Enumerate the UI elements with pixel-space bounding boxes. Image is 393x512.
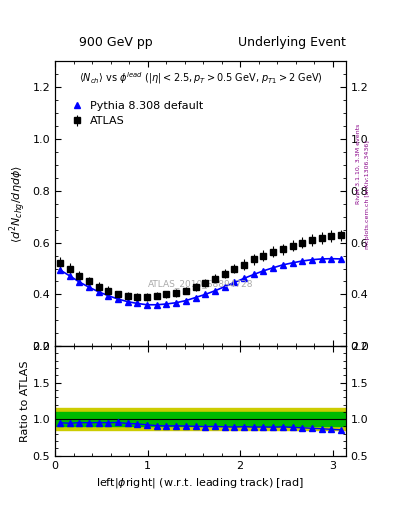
Y-axis label: $\langle d^2 N_{chg}/d\eta d\phi \rangle$: $\langle d^2 N_{chg}/d\eta d\phi \rangle… (7, 165, 28, 243)
Pythia 8.308 default (116, 296, 120, 302)
Pythia 8.308 default (145, 302, 149, 308)
Pythia 8.308 default (329, 255, 334, 262)
Pythia 8.308 default (290, 260, 295, 266)
Text: Rivet 3.1.10, 3.3M events: Rivet 3.1.10, 3.3M events (356, 124, 361, 204)
Pythia 8.308 default (154, 302, 159, 308)
Pythia 8.308 default (96, 289, 101, 295)
Pythia 8.308 default (106, 293, 111, 299)
Pythia 8.308 default (203, 291, 208, 297)
Text: mcplots.cern.ch [arXiv:1306.3436]: mcplots.cern.ch [arXiv:1306.3436] (365, 140, 370, 249)
Pythia 8.308 default (125, 298, 130, 305)
Pythia 8.308 default (310, 257, 314, 263)
Pythia 8.308 default (77, 279, 82, 285)
Bar (55, 408, 346, 430)
Pythia 8.308 default (252, 271, 256, 278)
Pythia 8.308 default (213, 288, 217, 294)
Pythia 8.308 default (319, 256, 324, 262)
Pythia 8.308 default (300, 258, 305, 264)
Pythia 8.308 default (135, 301, 140, 307)
Text: $\langle N_{ch}\rangle$ vs $\phi^{lead}$ ($|\eta| < 2.5, p_T > 0.5$ GeV, $p_{T1}: $\langle N_{ch}\rangle$ vs $\phi^{lead}$… (79, 70, 322, 86)
Line: Pythia 8.308 default: Pythia 8.308 default (57, 256, 344, 308)
Legend: Pythia 8.308 default, ATLAS: Pythia 8.308 default, ATLAS (64, 96, 208, 131)
Pythia 8.308 default (86, 284, 91, 290)
Pythia 8.308 default (281, 262, 285, 268)
Pythia 8.308 default (271, 265, 275, 271)
Bar (55, 412, 346, 426)
Pythia 8.308 default (222, 284, 227, 290)
X-axis label: left$|\phi$right$|$ (w.r.t. leading track) [rad]: left$|\phi$right$|$ (w.r.t. leading trac… (96, 476, 305, 490)
Text: ATLAS_2010_S8894728: ATLAS_2010_S8894728 (148, 279, 253, 288)
Text: 900 GeV pp: 900 GeV pp (79, 36, 152, 49)
Pythia 8.308 default (57, 267, 62, 273)
Pythia 8.308 default (184, 297, 188, 304)
Text: Underlying Event: Underlying Event (238, 36, 346, 49)
Pythia 8.308 default (242, 275, 246, 282)
Pythia 8.308 default (261, 268, 266, 274)
Pythia 8.308 default (67, 273, 72, 279)
Pythia 8.308 default (193, 294, 198, 301)
Pythia 8.308 default (174, 300, 178, 306)
Pythia 8.308 default (164, 301, 169, 307)
Pythia 8.308 default (339, 256, 343, 262)
Y-axis label: Ratio to ATLAS: Ratio to ATLAS (20, 360, 29, 442)
Pythia 8.308 default (232, 280, 237, 286)
